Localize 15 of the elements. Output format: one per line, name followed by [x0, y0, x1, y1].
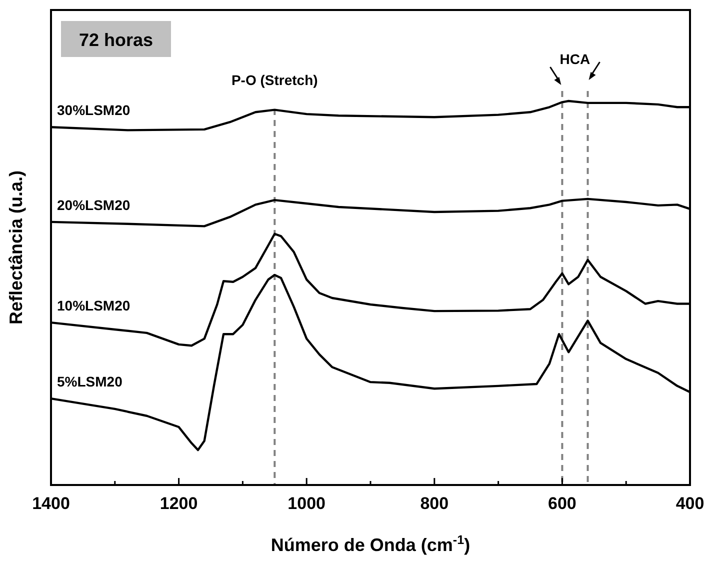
y-axis-title: Reflectância (u.a.)	[6, 170, 26, 325]
text: P-O (Stretch)	[231, 72, 318, 88]
series-label: 20%LSM20	[57, 196, 130, 213]
series-label: 10%LSM20	[57, 298, 130, 314]
series-label: 30%LSM20	[57, 102, 130, 118]
x-tick-label: 600	[548, 494, 576, 513]
x-tick-label: 1400	[32, 494, 70, 513]
text: HCA	[560, 51, 590, 67]
text: 72 horas	[78, 30, 154, 50]
x-tick-label: 1000	[288, 494, 326, 513]
x-tick-label: 400	[676, 494, 704, 513]
x-axis-title: Número de Onda (cm$^{-1}$)	[270, 533, 470, 555]
x-tick-label: 1200	[160, 494, 198, 513]
series-label: 5%LSM20	[57, 374, 123, 390]
x-tick-label: 800	[420, 494, 449, 513]
